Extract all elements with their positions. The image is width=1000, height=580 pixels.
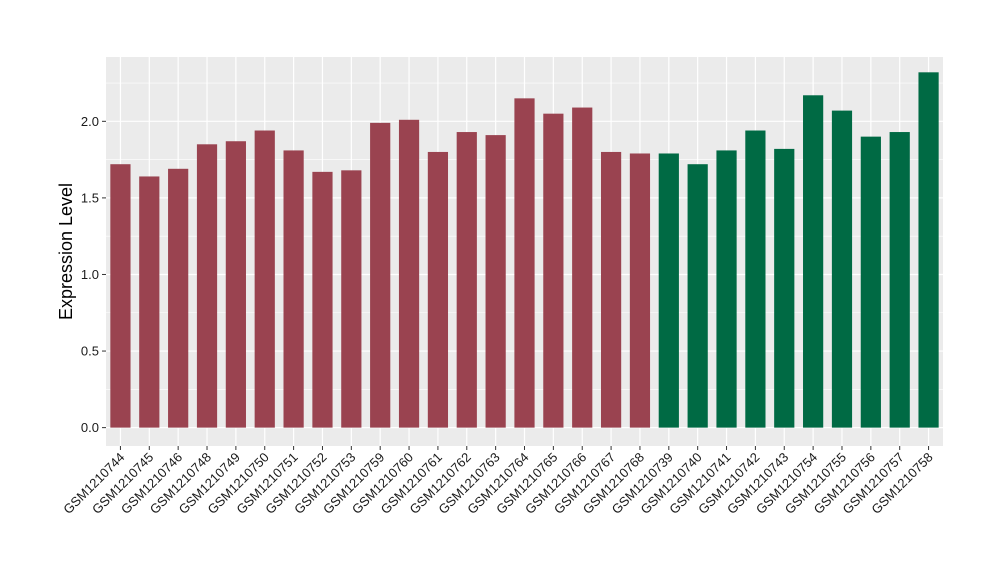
bars — [110, 72, 939, 428]
bar-GSM1210756 — [860, 136, 881, 428]
bar-GSM1210743 — [774, 148, 795, 428]
y-tick-label: 1.0 — [81, 267, 99, 282]
bar-GSM1210748 — [196, 144, 218, 428]
bar-GSM1210740 — [687, 164, 708, 428]
bar-GSM1210750 — [254, 130, 275, 428]
bar-GSM1210755 — [831, 110, 853, 428]
bar-GSM1210741 — [716, 150, 737, 428]
bar-GSM1210763 — [485, 135, 506, 428]
bar-GSM1210762 — [456, 132, 477, 428]
bar-GSM1210749 — [225, 141, 246, 428]
bar-GSM1210745 — [139, 176, 160, 428]
y-tick-label: 0.0 — [81, 420, 99, 435]
bar-GSM1210739 — [658, 153, 679, 428]
bar-GSM1210764 — [514, 98, 535, 428]
bar-GSM1210760 — [398, 119, 420, 428]
bar-GSM1210753 — [341, 170, 362, 428]
bar-GSM1210757 — [889, 132, 910, 428]
bar-GSM1210751 — [283, 150, 304, 428]
x-axis: GSM1210744GSM1210745GSM1210746GSM1210748… — [60, 446, 936, 517]
bar-GSM1210766 — [572, 107, 593, 428]
bar-GSM1210765 — [543, 113, 564, 428]
y-axis-title: Expression Level — [56, 183, 76, 320]
bar-GSM1210742 — [745, 130, 766, 428]
bar-GSM1210752 — [312, 171, 333, 428]
bar-GSM1210744 — [110, 164, 131, 428]
y-tick-label: 2.0 — [81, 114, 99, 129]
y-axis: 0.0 0.5 1.0 1.5 2.0 — [81, 114, 106, 435]
bar-GSM1210759 — [370, 122, 391, 428]
bar-GSM1210768 — [629, 153, 651, 428]
bar-GSM1210758 — [918, 72, 939, 428]
bar-GSM1210754 — [803, 95, 824, 428]
bar-GSM1210746 — [168, 168, 189, 428]
bar-GSM1210761 — [427, 151, 449, 428]
bar-GSM1210767 — [600, 151, 622, 428]
y-tick-label: 0.5 — [81, 344, 99, 359]
y-tick-label: 1.5 — [81, 190, 99, 205]
